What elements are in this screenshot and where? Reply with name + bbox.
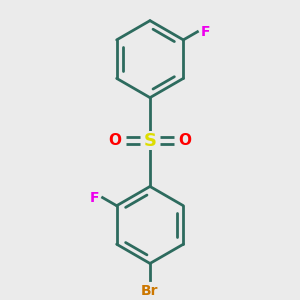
Text: Br: Br — [141, 284, 159, 298]
Text: F: F — [200, 25, 210, 39]
Text: O: O — [178, 133, 191, 148]
Text: F: F — [90, 190, 100, 205]
Text: S: S — [143, 132, 157, 150]
Text: O: O — [109, 133, 122, 148]
